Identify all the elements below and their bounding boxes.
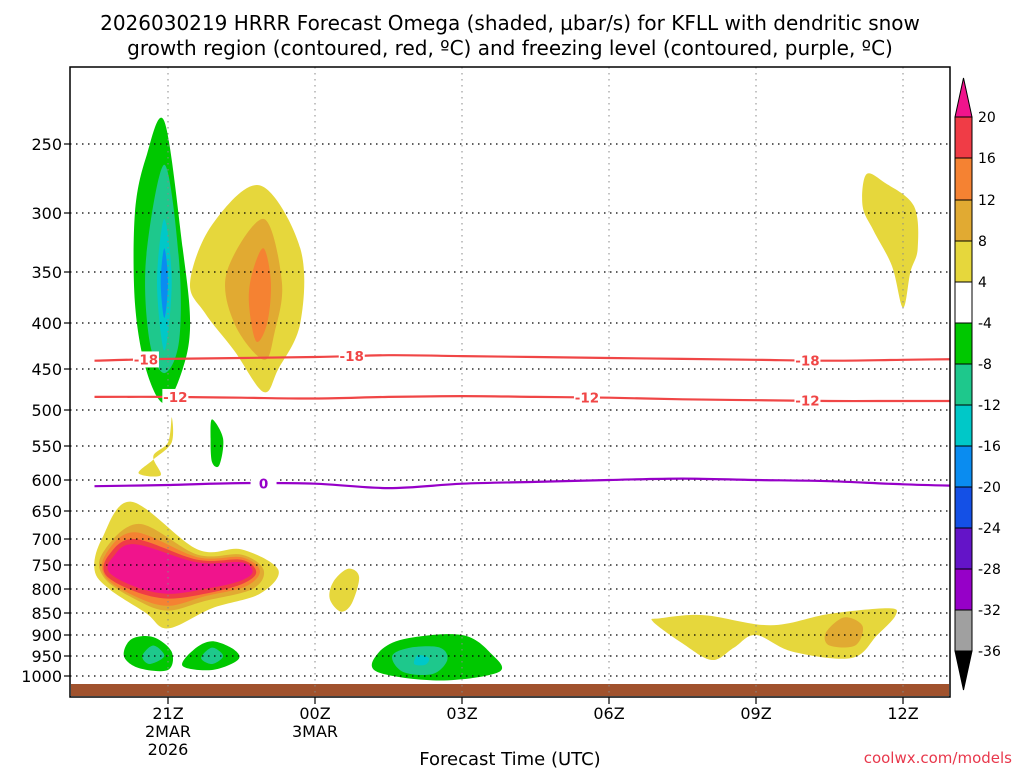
colorbar-segment-11 bbox=[954, 568, 973, 611]
y-tick-label-600: 600 bbox=[31, 471, 62, 490]
colorbar-segment-7 bbox=[954, 404, 973, 447]
x-tick-label-06Z: 06Z bbox=[593, 704, 624, 723]
colorbar-label-2: 12 bbox=[978, 193, 996, 209]
colorbar-label-4: 4 bbox=[978, 275, 987, 291]
credit-link[interactable]: coolwx.com/models bbox=[864, 749, 1012, 767]
dendritic-12-label-0: -12 bbox=[163, 390, 187, 406]
upper-right-positive-cell-layer-0 bbox=[862, 173, 919, 308]
colorbar-segment-5 bbox=[954, 322, 973, 365]
chart-title-line-2: growth region (contoured, red, ºC) and f… bbox=[127, 36, 893, 60]
colorbar-segment-6 bbox=[954, 363, 973, 406]
dendritic-12-label-bg-2 bbox=[794, 392, 821, 409]
y-tick-label-850: 850 bbox=[31, 604, 62, 623]
colorbar-segment-0 bbox=[954, 116, 973, 159]
x-tick-year-21Z: 2026 bbox=[148, 740, 189, 759]
upper-positive-cell-layer-2 bbox=[248, 248, 272, 342]
x-tick-label-00Z: 00Z bbox=[299, 704, 330, 723]
colorbar-label-0: 20 bbox=[978, 110, 996, 126]
dendritic-18-label-bg-0 bbox=[132, 351, 159, 368]
dendritic-12-label-bg-1 bbox=[573, 389, 600, 406]
colorbar-label-13: -36 bbox=[978, 644, 1001, 660]
dendritic-18-label-bg-2 bbox=[794, 352, 821, 369]
colorbar-label-8: -16 bbox=[978, 439, 1001, 455]
dendritic-18-label-2: -18 bbox=[795, 353, 819, 369]
x-axis-title: Forecast Time (UTC) bbox=[419, 749, 600, 768]
lower-left-negative-cell-layer-1 bbox=[142, 645, 165, 664]
y-tick-label-950: 950 bbox=[31, 647, 62, 666]
y-tick-label-500: 500 bbox=[31, 401, 62, 420]
y-tick-label-900: 900 bbox=[31, 626, 62, 645]
colorbar-segment-8 bbox=[954, 445, 973, 488]
y-axis-ticks: 250 300 350 400 450 500 550 600 650 700 750 800 850 9… bbox=[21, 135, 70, 686]
colorbar-label-5: -4 bbox=[978, 316, 992, 332]
freezing-level-label-bg-0 bbox=[250, 475, 277, 492]
colorbar-segment-10 bbox=[954, 527, 973, 570]
lower-third-negative-cell-layer-2 bbox=[413, 654, 430, 666]
colorbar-label-6: -8 bbox=[978, 357, 992, 373]
freezing-level-label-0: 0 bbox=[259, 476, 268, 492]
x-tick-label-21Z: 21Z bbox=[152, 704, 183, 723]
lower-mid-positive-cell-layer-0 bbox=[329, 568, 360, 612]
small-positive-cell-a-layer-0 bbox=[138, 417, 174, 477]
contour-labels: -18 -18 -18 -12 -12 -12 0 bbox=[132, 348, 821, 492]
y-tick-label-800: 800 bbox=[31, 580, 62, 599]
y-tick-label-250: 250 bbox=[31, 135, 62, 154]
y-tick-label-450: 450 bbox=[31, 360, 62, 379]
colorbar: 20 16 12 8 4 -4 -8 -12 -16 -20 -24 -28 -32 -36 bbox=[954, 77, 1001, 691]
y-tick-label-300: 300 bbox=[31, 204, 62, 223]
dendritic-18-label-bg-1 bbox=[338, 348, 365, 365]
dendritic-12-label-2: -12 bbox=[795, 394, 819, 410]
y-tick-label-1000: 1000 bbox=[21, 667, 62, 686]
colorbar-bottom-arrow bbox=[954, 650, 973, 691]
x-tick-date-00Z: 3MAR bbox=[292, 722, 338, 741]
colorbar-segment-12 bbox=[954, 609, 973, 652]
colorbar-label-11: -28 bbox=[978, 562, 1001, 578]
x-tick-label-03Z: 03Z bbox=[446, 704, 477, 723]
colorbar-label-12: -32 bbox=[978, 603, 1001, 619]
y-tick-label-400: 400 bbox=[31, 314, 62, 333]
colorbar-top-arrow bbox=[954, 77, 973, 118]
lower-right-positive-band-layer-1 bbox=[824, 617, 864, 648]
lower-right-positive-band-layer-0 bbox=[651, 608, 898, 661]
y-tick-label-550: 550 bbox=[31, 437, 62, 456]
dendritic-12-label-bg-0 bbox=[162, 388, 189, 405]
lower-second-negative-cell-layer-1 bbox=[201, 647, 224, 665]
colorbar-segment-2 bbox=[954, 199, 973, 242]
upper-negative-core-layer-3 bbox=[160, 248, 168, 318]
colorbar-label-7: -12 bbox=[978, 398, 1001, 414]
dendritic-18-line bbox=[94, 354, 950, 362]
lower-positive-core-layer-4 bbox=[107, 544, 253, 594]
colorbar-segment-3 bbox=[954, 240, 973, 283]
colorbar-label-1: 16 bbox=[978, 151, 996, 167]
colorbar-segment-9 bbox=[954, 486, 973, 529]
colorbar-segment-1 bbox=[954, 157, 973, 201]
temperature-contours bbox=[94, 354, 950, 490]
y-tick-label-750: 750 bbox=[31, 556, 62, 575]
y-tick-label-700: 700 bbox=[31, 530, 62, 549]
colorbar-segment-4 bbox=[954, 281, 973, 324]
x-tick-label-09Z: 09Z bbox=[740, 704, 771, 723]
small-negative-cell-a-layer-0 bbox=[210, 419, 224, 468]
freezing-level-line bbox=[94, 477, 950, 490]
dendritic-12-label-1: -12 bbox=[575, 390, 599, 406]
colorbar-label-3: 8 bbox=[978, 234, 987, 250]
dendritic-18-label-0: -18 bbox=[134, 352, 158, 368]
dendritic-12-line bbox=[94, 394, 950, 403]
x-tick-label-12Z: 12Z bbox=[887, 704, 918, 723]
omega-shaded-regions bbox=[94, 117, 919, 681]
x-tick-date-21Z: 2MAR bbox=[145, 722, 191, 741]
dendritic-18-label-1: -18 bbox=[340, 349, 364, 365]
chart-title-line-1: 2026030219 HRRR Forecast Omega (shaded, … bbox=[100, 11, 920, 35]
colorbar-label-10: -24 bbox=[978, 521, 1001, 537]
y-tick-label-650: 650 bbox=[31, 502, 62, 521]
colorbar-label-9: -20 bbox=[978, 480, 1001, 496]
plot-frame bbox=[69, 66, 951, 698]
y-tick-label-350: 350 bbox=[31, 263, 62, 282]
ground-bar bbox=[71, 684, 949, 696]
